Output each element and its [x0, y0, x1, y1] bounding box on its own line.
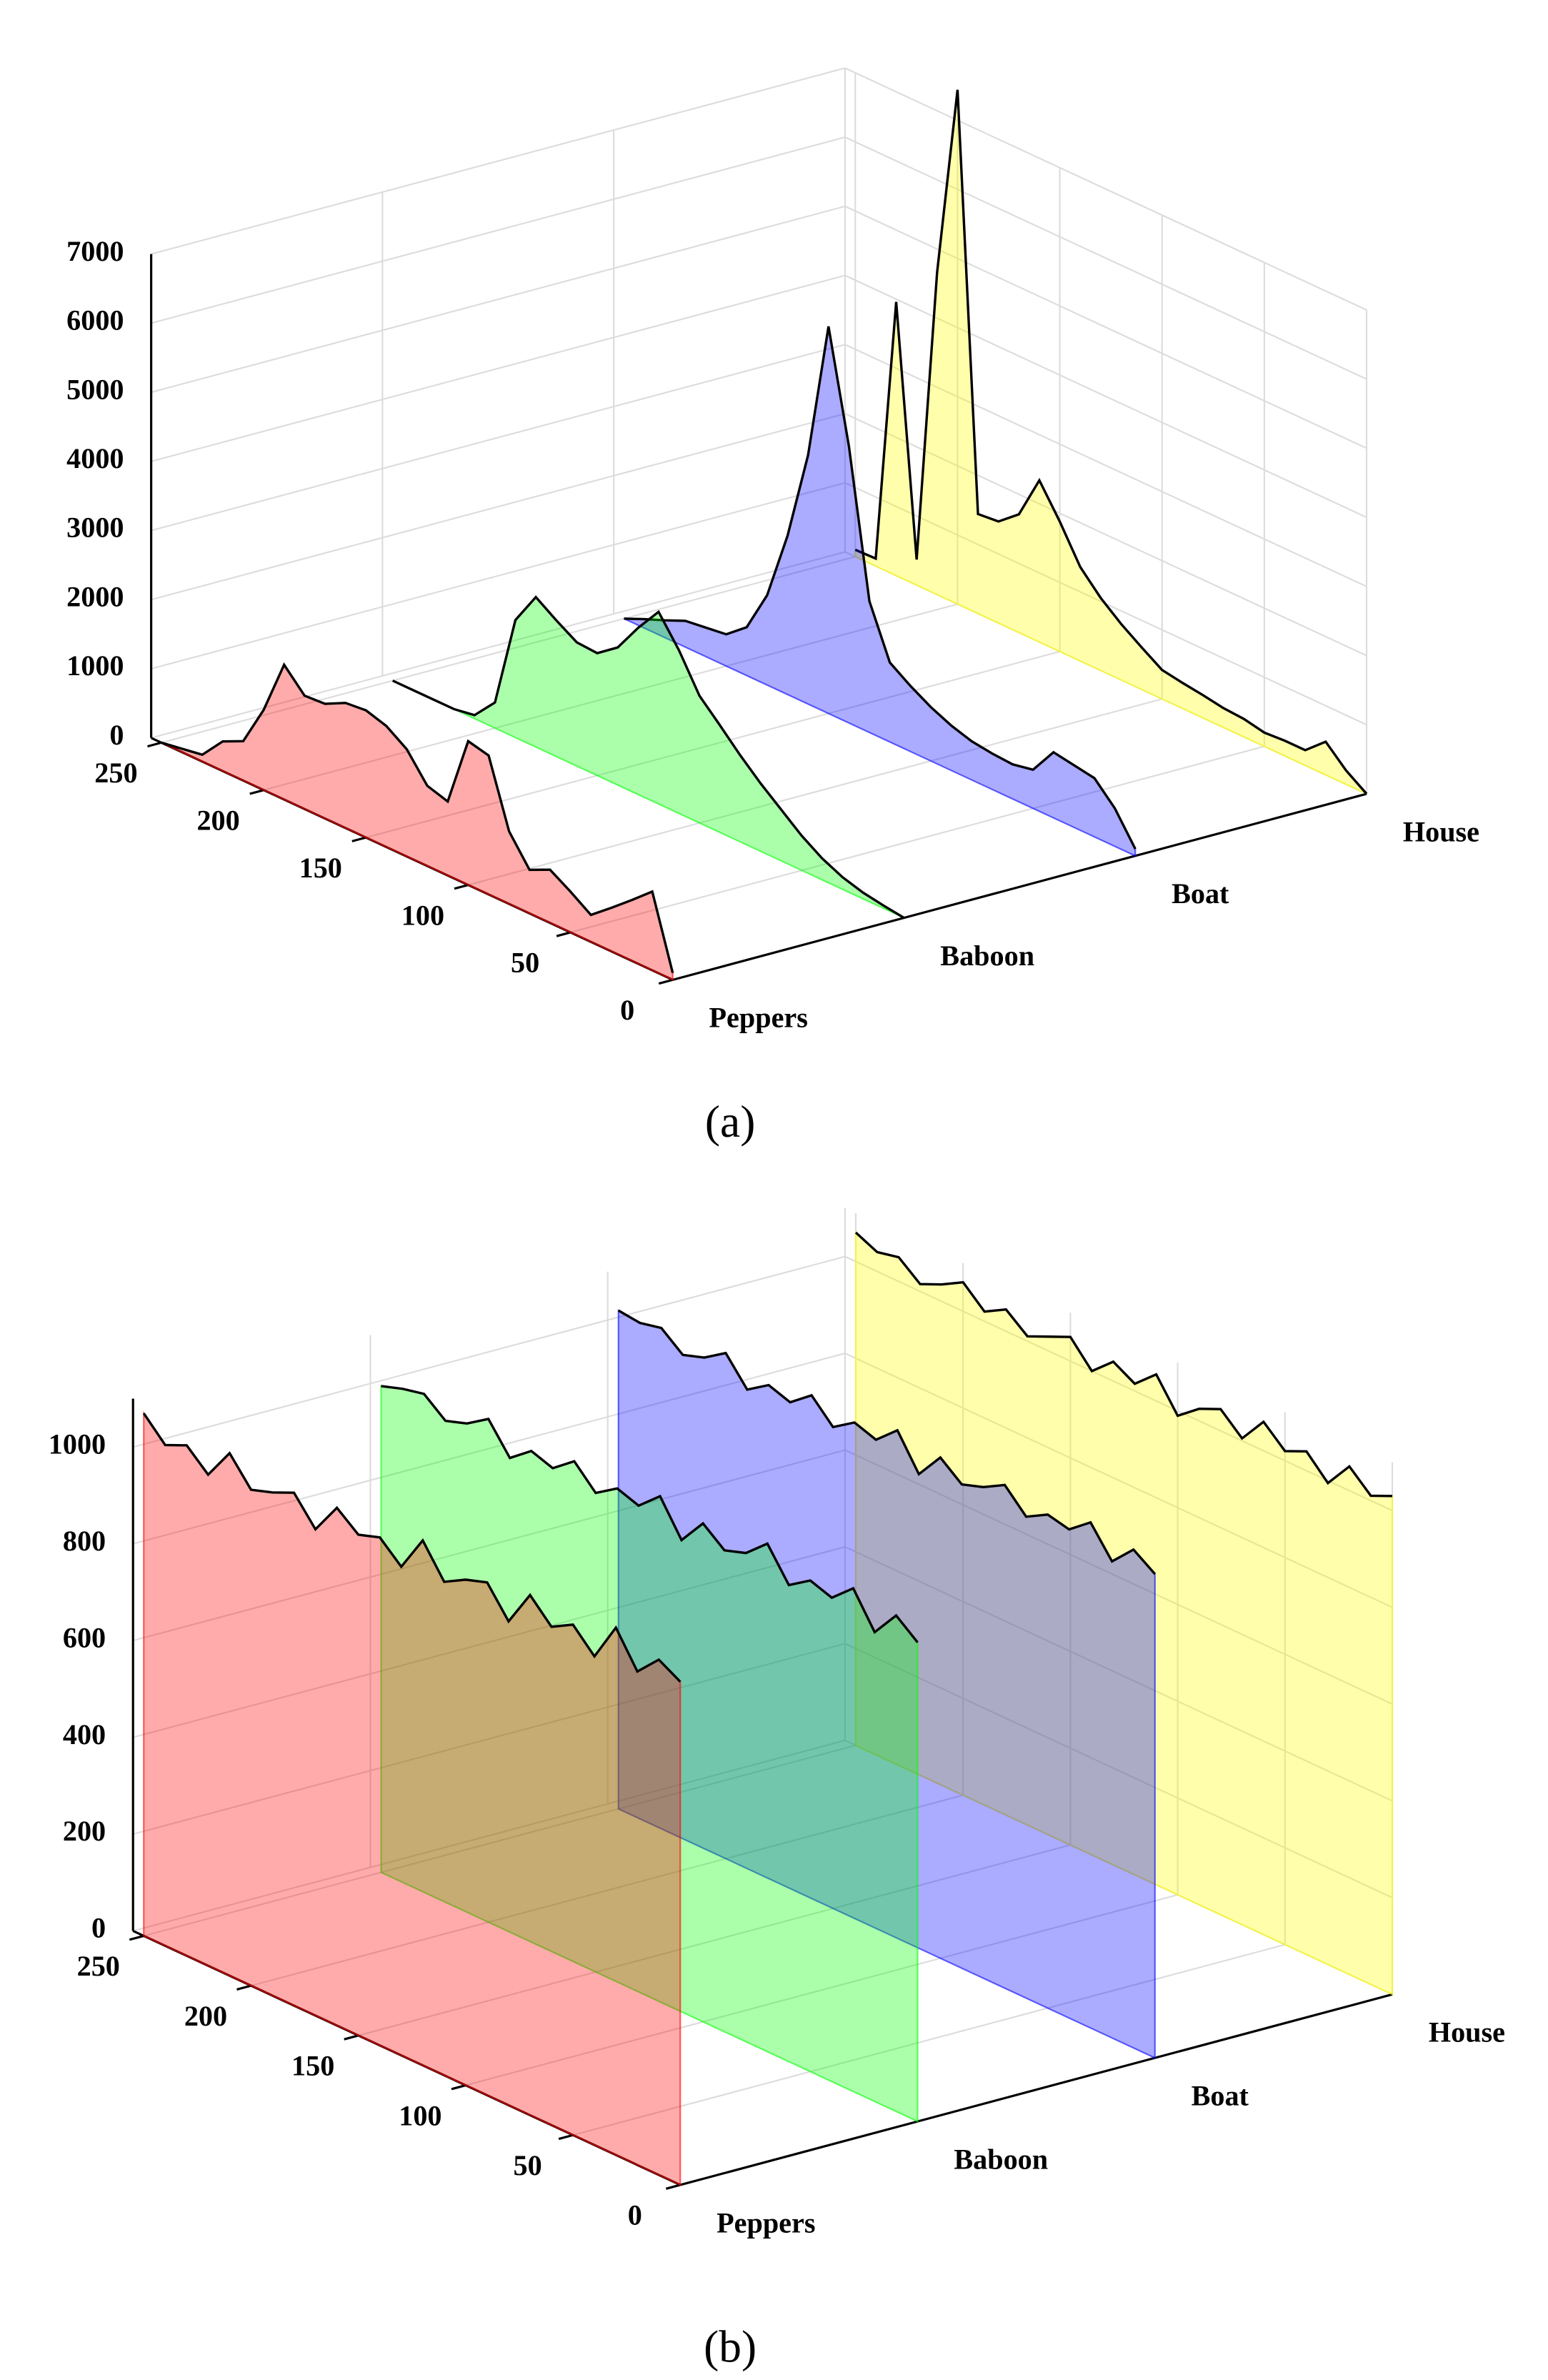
series-line [854, 1231, 1393, 1498]
grid-line [844, 1643, 1393, 1898]
x-tick-label: 250 [94, 757, 137, 789]
x-tick-label: 200 [196, 805, 239, 837]
grid-line [844, 67, 1367, 311]
y-tick-label: 6000 [66, 304, 124, 337]
grid-line [365, 650, 1060, 839]
tick-mark [451, 2084, 466, 2091]
tick-mark [344, 2034, 359, 2041]
grid-line [132, 1449, 846, 1642]
y-tick-label: 200 [63, 1815, 106, 1847]
series-line [381, 1385, 919, 1643]
series-label: Baboon [940, 940, 1034, 972]
grid-line [132, 1353, 846, 1545]
grid-line [151, 136, 846, 324]
grid-line [844, 136, 1367, 380]
grid-line [844, 1255, 1393, 1512]
caption: (a) [705, 1096, 755, 1147]
series-line [624, 326, 1137, 850]
grid-line [132, 1739, 846, 1932]
y-tick-label: 1000 [49, 1428, 106, 1460]
grid-line [151, 482, 846, 670]
grid-line [468, 698, 1163, 886]
tick-mark [556, 931, 571, 937]
x-tick-label: 150 [299, 852, 342, 884]
x-tick-label: 250 [77, 1950, 120, 1982]
grid-line [844, 274, 1367, 519]
grid-line [151, 412, 846, 601]
tick-mark [147, 741, 162, 748]
series-label: Boat [1192, 2080, 1249, 2112]
grid-line [844, 1353, 1393, 1608]
grid-line [151, 551, 846, 739]
y-tick-label: 0 [109, 719, 124, 751]
tick-mark [658, 978, 674, 985]
x-tick-label: 100 [401, 899, 444, 931]
grid-line [151, 274, 846, 462]
series-label: House [1429, 2016, 1505, 2048]
series-label: House [1403, 815, 1479, 847]
grid-line [251, 1794, 964, 1987]
y-tick-label: 1000 [66, 649, 124, 682]
y-tick-label: 0 [91, 1912, 106, 1944]
x-tick-label: 50 [511, 947, 539, 979]
grid-line [151, 344, 846, 532]
series-line [854, 89, 1368, 795]
tick-mark [236, 1984, 251, 1991]
x-tick-label: 50 [514, 2149, 542, 2181]
tick-mark [351, 836, 366, 842]
series-axis [672, 792, 1367, 981]
grid-line [143, 1744, 857, 1937]
y-tick-label: 600 [63, 1621, 106, 1653]
tick-mark [129, 1934, 144, 1941]
series-area [854, 89, 1367, 795]
grid-line [572, 1943, 1286, 2136]
y-tick-label: 7000 [66, 235, 124, 267]
series-label: Peppers [716, 2206, 815, 2239]
grid-line [844, 1449, 1393, 1705]
y-tick-label: 800 [63, 1525, 106, 1557]
y-tick-label: 5000 [66, 373, 124, 405]
x-tick-label: 100 [399, 2099, 441, 2131]
grid-line [151, 67, 846, 255]
grid-line [844, 1545, 1393, 1802]
tick-mark [558, 2133, 574, 2141]
x-tick-label: 150 [291, 2050, 334, 2082]
tick-mark [665, 2184, 681, 2190]
series-axis [679, 1993, 1393, 2186]
grid-line [132, 1255, 846, 1448]
grid-line [570, 745, 1265, 933]
series-label: Boat [1172, 877, 1229, 910]
y-tick-label: 3000 [66, 512, 124, 544]
series-label: Peppers [709, 1002, 808, 1034]
grid-line [132, 1643, 846, 1836]
x-tick-label: 200 [184, 2000, 227, 2032]
grid-line [465, 1893, 1178, 2086]
caption: (b) [704, 2321, 756, 2371]
x-tick-label: 0 [620, 994, 634, 1026]
grid-line [844, 205, 1367, 449]
grid-line [358, 1844, 1071, 2036]
series-line [392, 595, 905, 920]
y-tick-label: 2000 [66, 580, 124, 612]
series-line [142, 1413, 681, 1683]
y-tick-label: 400 [63, 1718, 106, 1751]
y-tick-label: 4000 [66, 442, 124, 474]
series-line [161, 662, 674, 974]
grid-line [844, 413, 1367, 657]
grid-line [132, 1545, 846, 1738]
series-label: Baboon [954, 2143, 1048, 2175]
grid-line [151, 205, 846, 394]
x-tick-label: 0 [628, 2199, 642, 2231]
grid-line [844, 344, 1367, 587]
series-line [617, 1309, 1157, 1575]
tick-mark [249, 789, 264, 795]
tick-mark [454, 884, 469, 890]
grid-line [263, 603, 958, 791]
